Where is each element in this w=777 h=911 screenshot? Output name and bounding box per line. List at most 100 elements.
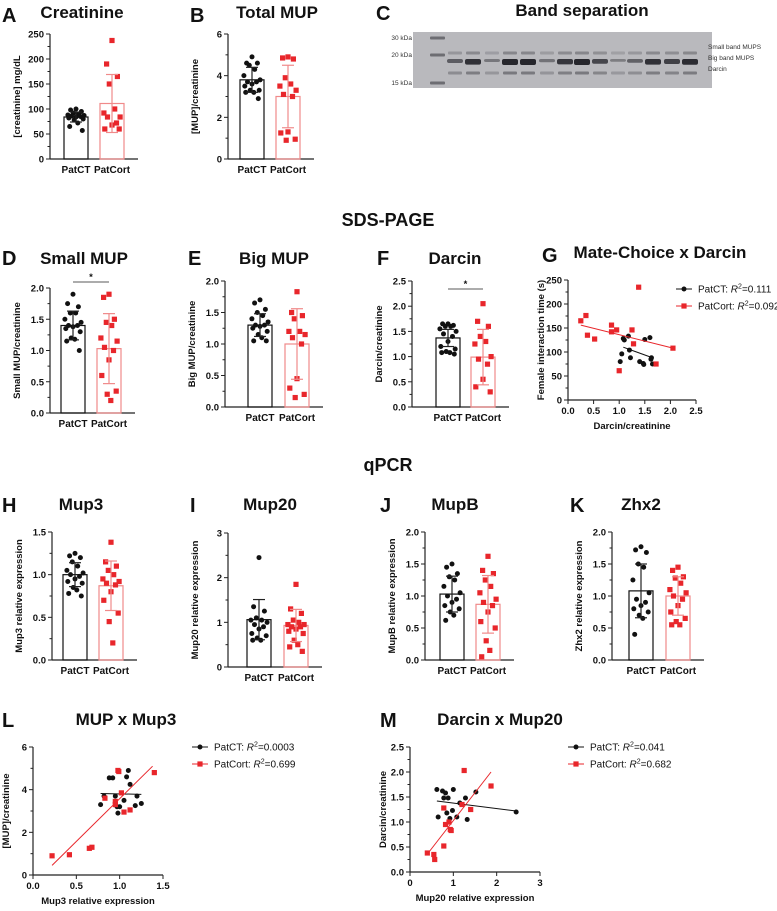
x-tick-label: 1.0	[113, 881, 126, 892]
y-tick-label: 2	[217, 573, 222, 584]
legend-label: PatCT: R2=0.041	[590, 742, 665, 754]
data-point	[483, 638, 489, 644]
big-band	[682, 59, 698, 65]
data-point	[480, 301, 486, 307]
data-point	[65, 301, 71, 307]
y-tick-label: 1.5	[593, 560, 607, 571]
data-point	[103, 319, 109, 325]
series-patcort	[578, 284, 676, 374]
gel-lane	[447, 51, 463, 75]
legend-marker	[681, 303, 687, 309]
y-axis-label: Big MUP/creatinine	[187, 301, 198, 388]
y-tick-label: 2.0	[593, 528, 606, 539]
data-point	[249, 316, 255, 322]
data-point	[256, 87, 262, 93]
series-patct	[247, 297, 273, 408]
data-point	[619, 351, 625, 357]
small-band	[646, 51, 660, 55]
data-point	[301, 621, 307, 628]
y-axis-label: Mup3 relative expression	[14, 539, 25, 653]
data-point	[290, 617, 296, 623]
category-label: PatCort	[279, 413, 316, 424]
panel-a: A Creatinine 0 50 100 150 200 250 [creatinine] m…	[2, 3, 138, 176]
data-point	[67, 553, 73, 559]
data-point	[475, 356, 482, 362]
data-point	[441, 805, 447, 811]
small-band	[521, 51, 535, 55]
data-point	[472, 341, 478, 347]
data-point	[450, 333, 455, 339]
series-patcort	[283, 581, 309, 668]
data-point	[487, 389, 493, 395]
data-point	[441, 795, 447, 801]
panel-title: Small MUP	[40, 249, 128, 268]
y-axis-label: [MUP]/creatinine	[190, 59, 201, 134]
gel-lane	[557, 51, 573, 75]
data-point	[72, 550, 78, 556]
y-tick-label: 1.0	[206, 340, 219, 351]
regression-line	[623, 346, 653, 359]
y-tick-label: 200	[546, 300, 562, 311]
data-point	[444, 564, 450, 570]
data-point	[79, 580, 85, 586]
data-point	[102, 795, 108, 801]
data-point	[104, 114, 111, 120]
legend-name: PatCort:	[214, 760, 253, 771]
data-point	[80, 116, 86, 122]
data-point	[441, 583, 447, 589]
panel-label: F	[377, 248, 389, 270]
data-point	[109, 322, 115, 329]
data-point	[461, 767, 467, 774]
series-patcort	[470, 301, 496, 408]
panel-m: M Darcin x Mup20 0.0 0.5 1.0 1.5 2.0 2.5 Darcin/…	[378, 710, 672, 904]
legend-entry: PatCort: R2=0.699	[192, 759, 296, 771]
data-point	[493, 596, 499, 602]
big-band	[520, 59, 536, 65]
panel-title: Zhx2	[621, 495, 661, 514]
data-point	[672, 575, 678, 581]
data-point	[106, 81, 112, 87]
data-point	[241, 73, 247, 79]
y-axis-label: Darcin/creatinine	[378, 771, 389, 848]
legend-label: PatCT: R2=0.0003	[214, 742, 295, 754]
data-point	[462, 795, 468, 801]
data-point	[294, 289, 300, 295]
data-point	[103, 559, 109, 565]
data-point	[263, 633, 269, 639]
data-point	[112, 798, 118, 804]
small-band	[466, 51, 480, 55]
data-point	[261, 624, 266, 630]
data-point	[108, 539, 114, 545]
small-band	[683, 51, 697, 55]
y-tick-label: 250	[546, 276, 562, 287]
data-point	[138, 801, 144, 807]
y-axis-label: [MUP]/creatinine	[1, 774, 12, 849]
data-point	[64, 567, 70, 573]
data-point	[283, 137, 289, 143]
panel-i: I Mup20 0 1 2 3 Mup20 relative expression PatCT…	[190, 495, 322, 684]
y-axis-label: [creatinine] mg/dL	[12, 55, 23, 138]
data-point	[299, 648, 305, 654]
gel-lane	[592, 51, 608, 75]
data-point	[106, 775, 112, 781]
data-point	[98, 802, 104, 808]
data-point	[124, 774, 130, 780]
darcin-band	[683, 71, 697, 75]
y-tick-label: 100	[28, 105, 44, 116]
data-point	[454, 596, 459, 602]
y-tick-label: 1.0	[393, 352, 406, 363]
y-tick-label: 1	[217, 618, 223, 629]
data-point	[444, 810, 450, 816]
data-point	[647, 335, 653, 341]
data-point	[116, 768, 122, 775]
data-point	[113, 563, 119, 569]
y-tick-label: 2.0	[406, 528, 419, 539]
data-point	[480, 567, 486, 573]
data-point	[627, 355, 633, 361]
significance-marker: *	[464, 279, 468, 290]
data-point	[445, 795, 451, 801]
y-tick-label: 2.5	[393, 277, 407, 288]
data-point	[73, 310, 79, 316]
y-tick-label: 0.5	[33, 613, 47, 624]
panel-label: K	[570, 495, 585, 517]
